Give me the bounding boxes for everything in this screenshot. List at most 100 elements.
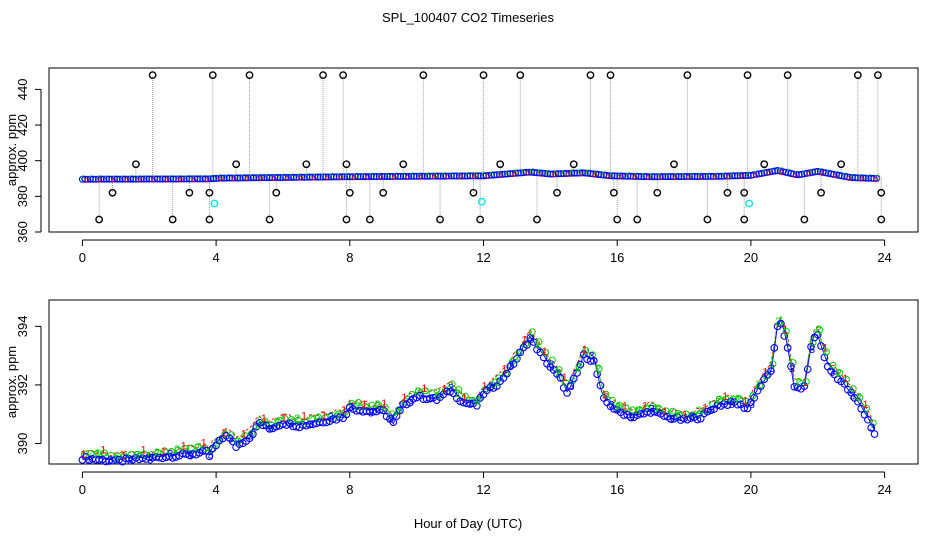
data-point [610, 172, 616, 178]
data-point [626, 413, 635, 421]
outlier-point [339, 71, 348, 80]
series-marker-1: 1 [622, 401, 628, 413]
chart-title: SPL_100407 CO2 Timeseries [382, 10, 554, 25]
x-tick-label: 20 [744, 482, 758, 497]
data-point [635, 172, 643, 180]
data-point [342, 410, 351, 419]
outlier-point [148, 71, 157, 80]
data-point [690, 172, 696, 179]
data-point [456, 397, 464, 406]
outlier-point [586, 71, 595, 80]
data-point [666, 172, 672, 179]
y-tick-label: 380 [15, 185, 30, 207]
data-point [144, 175, 151, 181]
series-marker-3: 3 [268, 424, 274, 436]
data-point [734, 172, 742, 180]
data-point [847, 388, 856, 397]
data-point [482, 172, 490, 180]
data-point [529, 168, 536, 175]
series-marker-3: 3 [608, 400, 614, 412]
data-point [466, 172, 474, 180]
outlier-point [877, 188, 886, 197]
outlier-point [185, 188, 194, 197]
series-marker-1: 1 [361, 399, 367, 411]
series-marker-2: 2 [575, 363, 581, 375]
data-point [546, 170, 554, 178]
x-tick-label: 8 [346, 482, 353, 497]
data-point [346, 173, 354, 181]
data-point [770, 343, 779, 352]
data-point [105, 175, 113, 183]
data-point [752, 172, 758, 178]
series-marker-3: 3 [709, 405, 715, 417]
series-marker-1: 1 [261, 413, 267, 425]
data-point [465, 172, 472, 178]
data-point [188, 175, 196, 183]
data-point [498, 172, 504, 178]
data-point [221, 430, 229, 438]
data-point [153, 175, 161, 183]
data-point [497, 170, 504, 177]
outlier-point [232, 160, 241, 169]
data-point [822, 169, 830, 177]
series-marker-1: 1 [562, 372, 568, 384]
data-point [391, 175, 397, 180]
data-point [205, 452, 214, 461]
data-point [137, 177, 143, 183]
series-marker-3: 3 [308, 419, 314, 431]
data-point [129, 175, 137, 183]
data-point [369, 172, 375, 179]
data-point [777, 319, 785, 328]
series-marker-1: 1 [862, 399, 868, 411]
data-point [314, 413, 322, 421]
data-point [789, 359, 797, 367]
data-point [292, 173, 300, 181]
series-marker-3: 3 [468, 398, 474, 410]
data-point [522, 340, 530, 348]
data-point [528, 328, 536, 336]
data-point [297, 173, 303, 180]
data-point [409, 172, 416, 179]
series-marker-3: 3 [749, 399, 755, 411]
data-point [298, 175, 304, 181]
data-point [555, 366, 563, 374]
data-point [248, 429, 256, 437]
data-point [156, 175, 164, 183]
outlier-point [877, 215, 886, 224]
series-marker-3: 3 [488, 381, 494, 393]
outlier-point [800, 215, 809, 224]
data-point [294, 416, 302, 424]
series-marker-2: 2 [836, 367, 842, 379]
data-point [235, 440, 244, 449]
data-point [715, 395, 723, 403]
data-point [474, 172, 482, 180]
data-point [858, 174, 865, 180]
data-point [691, 173, 699, 181]
data-point [348, 173, 356, 181]
x-tick-label: 0 [79, 482, 86, 497]
data-point [442, 172, 450, 180]
data-point [212, 174, 220, 182]
data-point [698, 172, 704, 179]
data-point [124, 177, 130, 183]
series-marker-2: 2 [174, 444, 180, 456]
series-marker-2: 2 [334, 411, 340, 423]
data-point [457, 172, 464, 178]
data-point [266, 174, 274, 182]
data-point [707, 172, 715, 180]
data-point [570, 169, 578, 177]
data-point [585, 169, 592, 176]
data-point [234, 174, 242, 182]
data-point [177, 177, 183, 183]
series-marker-3: 3 [829, 367, 835, 379]
data-point [300, 173, 308, 181]
data-point [388, 410, 396, 418]
outlier-point [569, 160, 578, 169]
data-point [204, 177, 210, 183]
series-marker-3: 3 [588, 351, 594, 363]
data-point [290, 173, 298, 181]
series-marker-1: 1 [602, 390, 608, 402]
y-tick-label: 420 [15, 114, 30, 136]
series-marker-2: 2 [735, 393, 741, 405]
